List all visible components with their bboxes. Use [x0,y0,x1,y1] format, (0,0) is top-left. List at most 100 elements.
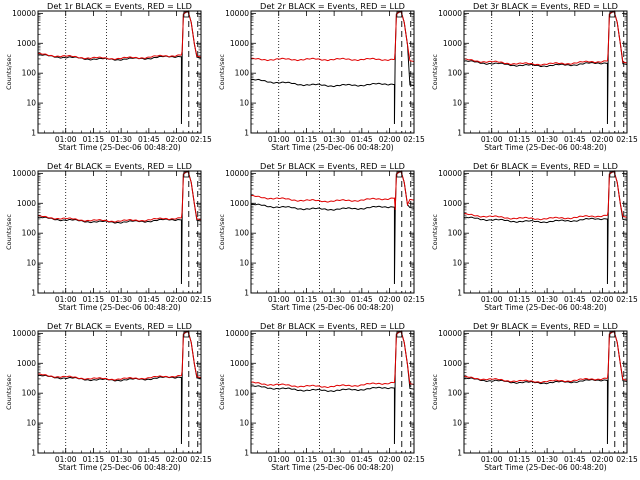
y-tick-label: 10 [26,99,36,108]
y-tick-label: 1000 [230,199,249,208]
x-axis-label: Start Time (25-Dec-06 00:48:20) [58,303,180,312]
x-tick-label: 02:00 [592,455,614,464]
x-tick-label: 01:15 [296,135,318,144]
x-tick-label: 02:00 [379,455,401,464]
plot-frame [463,10,628,134]
chart-title: Det 9r BLACK = Events, RED = LLD [473,321,618,331]
chart-panel: Det 6r BLACK = Events, RED = LLD 1 10 100 10… [431,161,638,312]
y-tick-label: 10 [452,419,462,428]
x-tick-label: 02:15 [190,295,212,304]
x-tick-label: 01:15 [83,455,105,464]
x-tick-label: 01:15 [509,135,531,144]
chart-panel: Det 4r BLACK = Events, RED = LLD 1 10 100 10… [5,161,212,312]
x-tick-label: 01:30 [536,295,558,304]
chart-panel: Det 3r BLACK = Events, RED = LLD 1 10 100 10… [431,1,638,152]
x-tick-label: 02:00 [379,135,401,144]
plot-frame [250,330,415,454]
chart-panel: Det 5r BLACK = Events, RED = LLD 1 10 100 10… [218,161,425,312]
y-tick-label: 10000 [12,169,36,178]
x-tick-label: 02:15 [616,295,638,304]
peak-marker [183,11,190,18]
x-tick-label: 01:45 [564,295,586,304]
peak-marker [609,11,616,18]
series-line-events [463,170,628,285]
x-axis-label: Start Time (25-Dec-06 00:48:20) [484,143,606,152]
y-tick-label: 1 [457,129,462,138]
series-line-lld [250,10,415,62]
y-tick-label: 10 [452,99,462,108]
chart-title: Det 6r BLACK = Events, RED = LLD [473,161,618,171]
y-tick-label: 10 [239,419,249,428]
chart-panel: Det 7r BLACK = Events, RED = LLD 1 10 100 10… [5,321,212,472]
y-tick-label: 1 [457,449,462,458]
plot-frame [37,10,202,134]
x-tick-label: 01:30 [110,135,132,144]
series-line-lld [250,170,415,210]
y-tick-label: 1000 [443,39,462,48]
x-tick-label: 01:45 [351,135,373,144]
chart-title: Det 4r BLACK = Events, RED = LLD [47,161,192,171]
y-tick-label: 100 [448,69,463,78]
plot-frame [250,10,415,134]
y-tick-label: 1 [244,129,249,138]
y-tick-label: 100 [448,389,463,398]
peak-marker [396,331,403,338]
y-tick-label: 10 [26,419,36,428]
y-tick-label: 1000 [443,199,462,208]
chart-title: Det 8r BLACK = Events, RED = LLD [260,321,405,331]
x-tick-label: 02:00 [166,295,188,304]
series-line-lld [37,10,202,60]
x-tick-label: 01:45 [351,295,373,304]
y-tick-label: 1000 [230,359,249,368]
y-tick-label: 10000 [438,329,462,338]
y-tick-label: 1000 [17,39,36,48]
y-tick-label: 1 [244,449,249,458]
series-line-lld [463,330,628,384]
y-tick-label: 100 [22,229,37,238]
x-tick-label: 01:15 [296,455,318,464]
y-axis-label: Counts/sec [218,214,226,250]
series-line-lld [37,170,202,223]
y-tick-label: 1000 [17,199,36,208]
x-tick-label: 01:30 [110,455,132,464]
x-tick-label: 01:45 [138,455,160,464]
y-tick-label: 10000 [225,9,249,18]
y-axis-label: Counts/sec [5,54,13,90]
x-axis-label: Start Time (25-Dec-06 00:48:20) [58,143,180,152]
y-axis-label: Counts/sec [218,374,226,410]
y-tick-label: 1 [457,289,462,298]
x-tick-label: 01:00 [268,455,290,464]
plot-frame [37,170,202,294]
y-tick-label: 10 [239,99,249,108]
x-tick-label: 01:30 [110,295,132,304]
y-tick-label: 1 [31,289,36,298]
x-tick-label: 01:00 [55,455,77,464]
y-axis-label: Counts/sec [431,374,439,410]
y-axis-label: Counts/sec [431,54,439,90]
x-axis-label: Start Time (25-Dec-06 00:48:20) [58,463,180,472]
series-line-lld [463,170,628,221]
x-tick-label: 02:00 [592,135,614,144]
series-line-events [463,10,628,125]
y-axis-label: Counts/sec [431,214,439,250]
x-tick-label: 01:30 [323,135,345,144]
series-line-events [463,330,628,445]
series-line-events [250,170,415,285]
x-tick-label: 01:15 [296,295,318,304]
y-tick-label: 10000 [438,169,462,178]
x-tick-label: 02:00 [166,135,188,144]
y-tick-label: 100 [22,69,37,78]
y-tick-label: 10 [452,259,462,268]
chart-title: Det 7r BLACK = Events, RED = LLD [47,321,192,331]
y-tick-label: 1 [244,289,249,298]
x-tick-label: 01:15 [509,295,531,304]
chart-title: Det 5r BLACK = Events, RED = LLD [260,161,405,171]
plot-frame [463,330,628,454]
chart-title: Det 3r BLACK = Events, RED = LLD [473,1,618,11]
chart-panel: Det 9r BLACK = Events, RED = LLD 1 10 100 10… [431,321,638,472]
x-tick-label: 01:45 [138,295,160,304]
series-line-events [250,330,415,445]
x-tick-label: 01:00 [481,455,503,464]
y-tick-label: 1000 [17,359,36,368]
peak-marker [396,171,403,178]
